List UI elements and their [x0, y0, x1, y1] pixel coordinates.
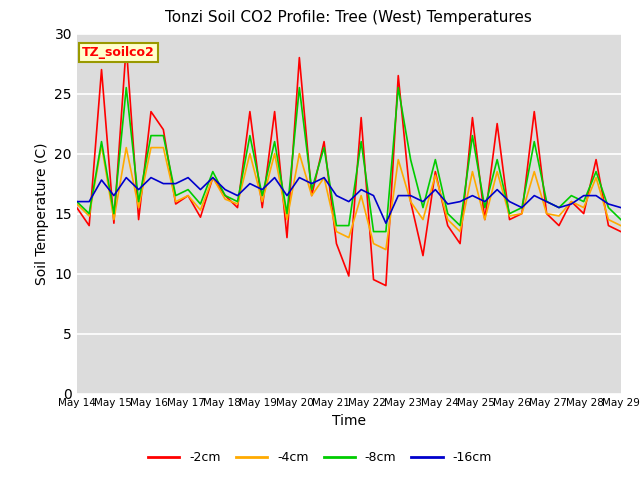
X-axis label: Time: Time — [332, 414, 366, 428]
Text: TZ_soilco2: TZ_soilco2 — [82, 46, 155, 59]
Y-axis label: Soil Temperature (C): Soil Temperature (C) — [35, 143, 49, 285]
Legend: -2cm, -4cm, -8cm, -16cm: -2cm, -4cm, -8cm, -16cm — [143, 446, 497, 469]
Title: Tonzi Soil CO2 Profile: Tree (West) Temperatures: Tonzi Soil CO2 Profile: Tree (West) Temp… — [165, 11, 532, 25]
